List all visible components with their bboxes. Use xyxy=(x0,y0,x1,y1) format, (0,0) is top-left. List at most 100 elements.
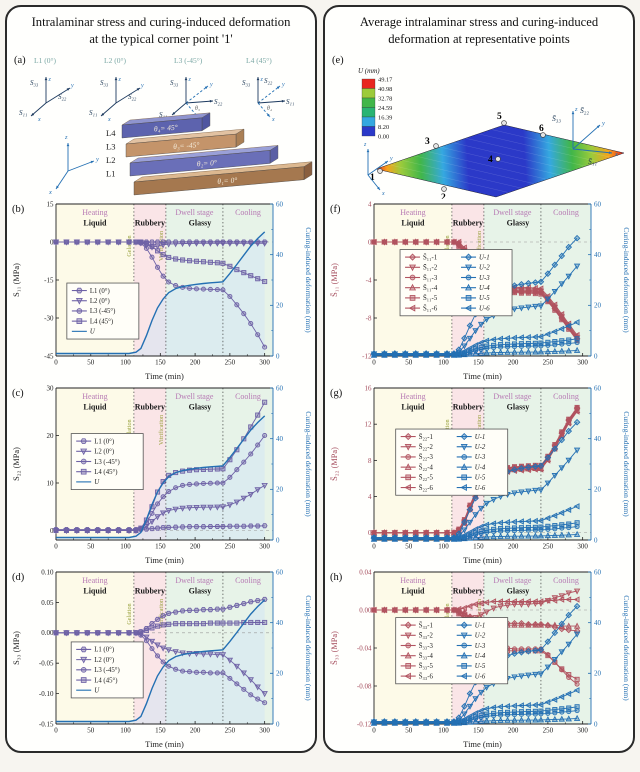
svg-text:y: y xyxy=(95,156,99,163)
svg-text:1: 1 xyxy=(370,173,375,183)
svg-text:z: z xyxy=(64,134,68,141)
svg-text:Curing-induced deformation (mm: Curing-induced deformation (mm) xyxy=(622,411,631,517)
series-U-6 xyxy=(370,687,580,726)
svg-text:40: 40 xyxy=(594,251,602,259)
svg-text:Vitrification: Vitrification xyxy=(476,231,483,261)
svg-text:2: 2 xyxy=(441,193,446,199)
svg-text:Liquid: Liquid xyxy=(401,219,425,228)
svg-text:U: U xyxy=(90,329,96,336)
svg-text:Heating: Heating xyxy=(400,208,425,217)
svg-text:50: 50 xyxy=(405,543,413,551)
svg-text:(d): (d) xyxy=(12,572,25,583)
svg-text:x: x xyxy=(37,117,41,123)
svg-text:U-4: U-4 xyxy=(475,465,486,472)
svg-text:Glassy: Glassy xyxy=(189,587,212,596)
svg-text:0.05: 0.05 xyxy=(41,599,54,607)
svg-text:L1 (0°): L1 (0°) xyxy=(34,56,56,65)
svg-text:40: 40 xyxy=(276,251,284,259)
svg-text:Glassy: Glassy xyxy=(507,587,530,596)
svg-text:U-4: U-4 xyxy=(479,285,490,292)
svg-text:8: 8 xyxy=(368,457,372,465)
svg-text:L3 (-45°): L3 (-45°) xyxy=(90,308,116,315)
svg-text:250: 250 xyxy=(225,727,236,735)
svg-text:L4 (45°): L4 (45°) xyxy=(94,469,117,476)
svg-text:S̄₂₂: S̄₂₂ xyxy=(580,106,589,115)
svg-text:20: 20 xyxy=(276,486,284,494)
svg-text:150: 150 xyxy=(155,543,166,551)
svg-text:50: 50 xyxy=(87,727,95,735)
svg-text:0.00: 0.00 xyxy=(359,607,372,615)
right-panel-title: Average intralaminar stress and curing-i… xyxy=(331,14,627,47)
svg-text:Curing-induced deformation (mm: Curing-induced deformation (mm) xyxy=(622,595,631,701)
svg-text:Dwell stage: Dwell stage xyxy=(493,392,531,401)
svg-text:50: 50 xyxy=(87,543,95,551)
svg-text:32.78: 32.78 xyxy=(378,96,392,103)
svg-text:Cooling: Cooling xyxy=(553,576,579,585)
svg-text:U-2: U-2 xyxy=(475,444,486,451)
left-title-line2: at the typical corner point '1' xyxy=(89,31,233,46)
panel-e-deformation-contour: (e) U (mm) 49.17 40.98 32.78 24.59 16.39 8.20 0.… xyxy=(325,49,633,203)
svg-text:-30: -30 xyxy=(44,315,54,323)
svg-text:S̄₂₂-1: S̄₂₂-1 xyxy=(419,434,433,441)
svg-text:Liquid: Liquid xyxy=(83,403,107,412)
svg-text:20: 20 xyxy=(594,670,602,678)
svg-text:20: 20 xyxy=(276,670,284,678)
svg-text:20: 20 xyxy=(594,486,602,494)
svg-text:U-6: U-6 xyxy=(475,674,486,681)
svg-text:150: 150 xyxy=(473,543,484,551)
svg-text:250: 250 xyxy=(543,359,554,367)
legend: S̄₁₁-1 S̄₁₁-2 S̄₁₁-3 S̄₁₁-4 S̄₁₁-5 S̄₁₁-6 U-1 U… xyxy=(399,249,513,317)
svg-text:Time (min): Time (min) xyxy=(463,371,502,381)
svg-text:5: 5 xyxy=(497,112,502,122)
svg-text:U-6: U-6 xyxy=(479,306,490,313)
svg-text:S̄₃₃-6: S̄₃₃-6 xyxy=(419,673,434,680)
svg-text:L1: L1 xyxy=(106,169,115,179)
svg-text:Gelation: Gelation xyxy=(126,236,133,257)
svg-text:200: 200 xyxy=(508,543,519,551)
legend: L1 (0°) L2 (0°) L3 (-45°) L4 (45°) U xyxy=(70,641,144,699)
svg-text:U-2: U-2 xyxy=(475,633,486,640)
svg-text:250: 250 xyxy=(225,359,236,367)
svg-text:100: 100 xyxy=(120,543,131,551)
svg-text:U-3: U-3 xyxy=(475,454,486,461)
svg-text:S₁₁: S₁₁ xyxy=(19,109,27,117)
legend: L1 (0°) L2 (0°) L3 (-45°) L4 (45°) U xyxy=(70,433,144,491)
svg-text:150: 150 xyxy=(155,359,166,367)
svg-text:U-2: U-2 xyxy=(479,265,490,272)
svg-text:0: 0 xyxy=(368,529,372,537)
svg-text:Liquid: Liquid xyxy=(401,587,425,596)
svg-text:60: 60 xyxy=(594,569,602,577)
svg-text:y: y xyxy=(281,82,285,88)
svg-text:S₂₂: S₂₂ xyxy=(214,98,223,106)
legend: S̄₃₃-1 S̄₃₃-2 S̄₃₃-3 S̄₃₃-4 S̄₃₃-5 S̄₃₃-6 U-1 U… xyxy=(395,617,509,685)
svg-text:-0.08: -0.08 xyxy=(357,683,372,691)
svg-text:Liquid: Liquid xyxy=(83,587,107,596)
svg-text:200: 200 xyxy=(190,543,201,551)
svg-text:Gelation: Gelation xyxy=(444,236,451,257)
svg-text:100: 100 xyxy=(120,727,131,735)
chart-s11-corner-point: Gelation Vitrification Heating Dwell stage C… xyxy=(7,199,315,383)
svg-text:-4: -4 xyxy=(366,277,372,285)
svg-text:x: x xyxy=(614,151,618,158)
right-title-line2: deformation at representative points xyxy=(388,31,570,46)
svg-text:U-5: U-5 xyxy=(479,295,490,302)
svg-text:150: 150 xyxy=(473,359,484,367)
svg-text:Time (min): Time (min) xyxy=(145,739,184,749)
svg-text:(c): (c) xyxy=(12,388,24,399)
svg-text:40: 40 xyxy=(594,619,602,627)
svg-text:40: 40 xyxy=(594,435,602,443)
svg-text:6: 6 xyxy=(539,124,544,134)
svg-text:y: y xyxy=(140,83,144,89)
svg-text:L4: L4 xyxy=(106,128,116,138)
svg-text:L2: L2 xyxy=(106,155,115,165)
svg-text:x: x xyxy=(271,117,275,123)
svg-text:100: 100 xyxy=(438,543,449,551)
svg-text:300: 300 xyxy=(577,727,588,735)
svg-text:Curing-induced deformation (mm: Curing-induced deformation (mm) xyxy=(304,411,313,517)
svg-text:-0.04: -0.04 xyxy=(357,645,372,653)
chart-b-svg: Gelation Vitrification Heating Dwell stage C… xyxy=(12,201,313,382)
